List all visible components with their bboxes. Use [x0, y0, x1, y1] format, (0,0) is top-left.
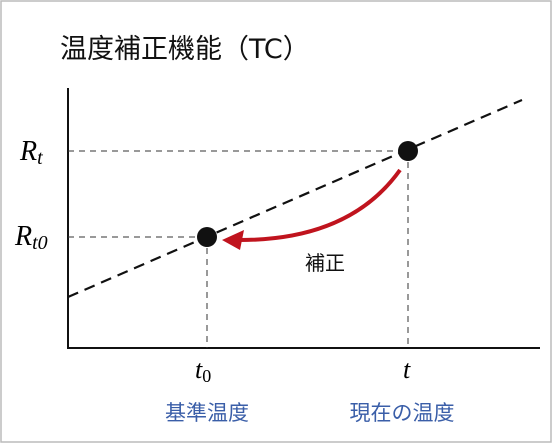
subscript: t0 [32, 232, 48, 254]
arrow-label: 補正 [305, 251, 345, 275]
caption: 現在の温度 [350, 401, 455, 425]
guides [68, 150, 409, 348]
symbol: t [195, 355, 203, 384]
x-label: t [403, 355, 411, 384]
subscript: 0 [202, 366, 211, 386]
caption: 基準温度 [165, 401, 249, 425]
trend-line [67, 98, 523, 299]
x-label: t0 [195, 355, 211, 386]
subscript: t [37, 147, 43, 169]
y-label: Rt [19, 136, 43, 169]
point [398, 141, 418, 161]
y-label: Rt0 [14, 221, 48, 254]
correction-arrow [239, 168, 402, 242]
axes [67, 88, 540, 349]
symbol: R [19, 136, 37, 167]
point [197, 227, 217, 247]
symbol: R [14, 221, 32, 252]
title: 温度補正機能（TC） [60, 34, 310, 65]
arrow-head [222, 230, 244, 250]
